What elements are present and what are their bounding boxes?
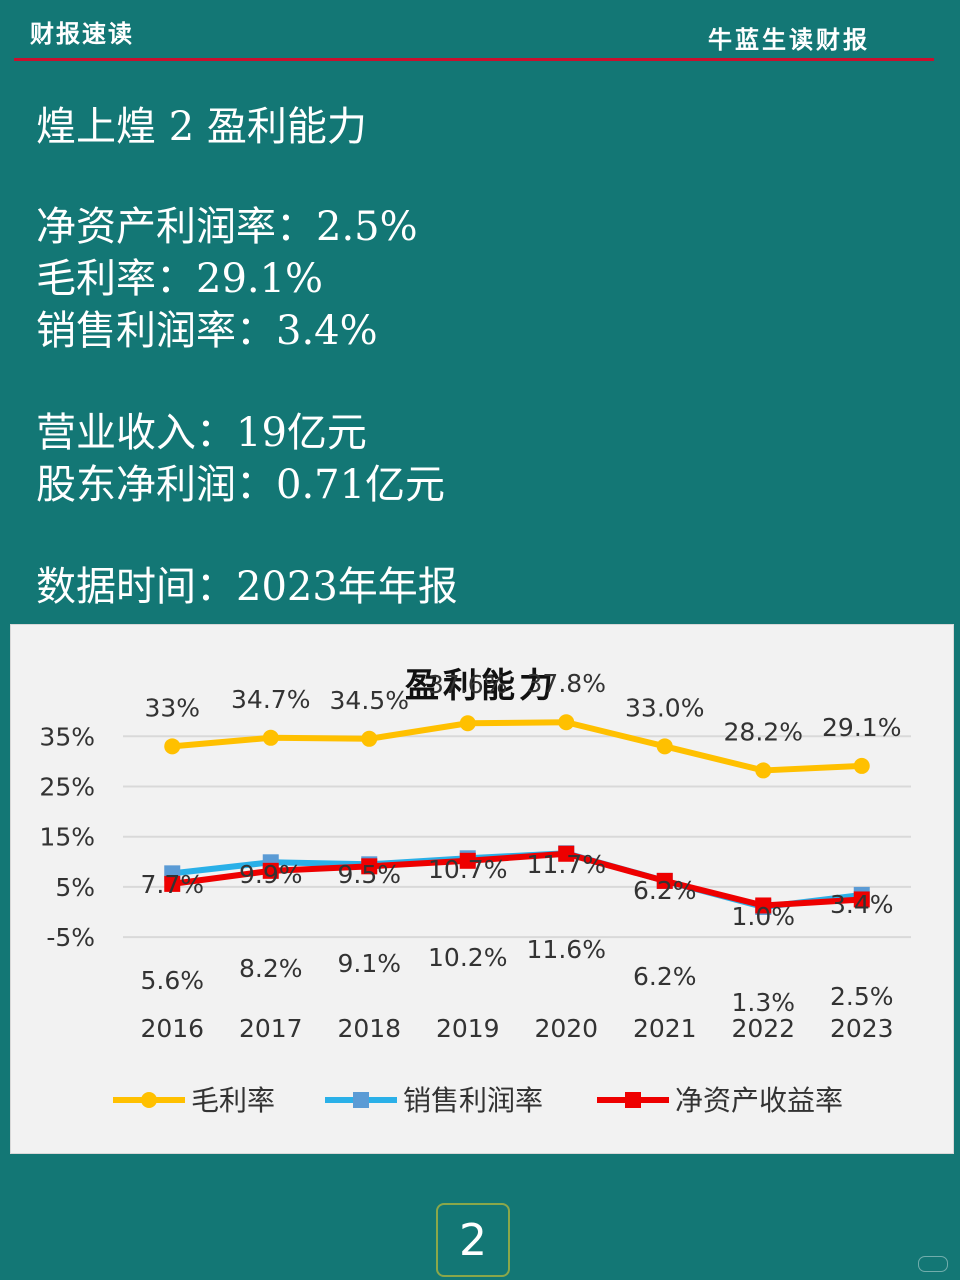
roe-point xyxy=(656,872,673,889)
net-margin-data-label: 11.7% xyxy=(527,850,606,879)
net-profit-summary: 股东净利润：0.71亿元 xyxy=(36,462,446,508)
roe-data-label: 5.6% xyxy=(140,966,204,995)
y-tick-label: 15% xyxy=(39,823,95,852)
roe-point xyxy=(755,897,772,914)
gross-margin-data-label: 37.6% xyxy=(428,670,507,699)
roe-data-label: 6.2% xyxy=(633,962,697,991)
roe-point xyxy=(558,845,575,862)
header-right-brand: 牛蓝生读财报 xyxy=(708,26,870,54)
gross-margin-point xyxy=(459,715,476,732)
gross-margin-data-label: 33% xyxy=(144,693,200,722)
net-margin-data-label: 10.7% xyxy=(428,855,507,884)
x-tick-label: 2017 xyxy=(239,1014,303,1043)
gross-margin-point xyxy=(262,729,279,746)
profitability-chart: 盈利能力 35% 25% 15% 5% -5% 2016 2017 2018 2019 2020… xyxy=(39,666,911,1117)
net-margin-data-label: 3.4% xyxy=(830,890,894,919)
x-tick-label: 2018 xyxy=(337,1014,401,1043)
y-tick-label: 25% xyxy=(39,773,95,802)
gross-margin-point xyxy=(361,730,378,747)
gross-margin-data-label: 33.0% xyxy=(625,693,704,722)
gross-margin-data-label: 37.8% xyxy=(527,669,606,698)
page-title: 煌上煌 2 盈利能力 xyxy=(36,104,367,150)
net-margin-legend-marker xyxy=(353,1092,369,1108)
gross-margin-legend-marker xyxy=(141,1092,157,1108)
roe-point xyxy=(853,891,870,908)
roe-data-label: 9.1% xyxy=(337,949,401,978)
header-left-title: 财报速读 xyxy=(30,20,134,48)
roe-line xyxy=(171,850,862,909)
gross-margin-data-label: 29.1% xyxy=(822,713,901,742)
gross-margin-data-label: 28.2% xyxy=(724,717,803,746)
header-divider xyxy=(14,58,934,61)
roe-data-label: 8.2% xyxy=(239,954,303,983)
roe-point xyxy=(459,852,476,869)
roe-legend-label: 净资产收益率 xyxy=(675,1084,843,1117)
revenue-summary: 营业收入：19亿元 xyxy=(36,410,367,456)
roe-point xyxy=(361,858,378,875)
roe-data-label: 1.3% xyxy=(731,988,795,1017)
roe-data-label: 2.5% xyxy=(830,982,894,1011)
y-tick-label: 35% xyxy=(39,722,95,751)
net-margin-data-label: 9.9% xyxy=(239,860,303,889)
gross-margin-point xyxy=(755,762,772,779)
roe-point xyxy=(262,862,279,879)
watermark-icon xyxy=(918,1256,948,1272)
gross-margin-data-label: 34.7% xyxy=(231,685,310,714)
net-margin-data-label: 7.7% xyxy=(140,870,204,899)
x-tick-label: 2016 xyxy=(140,1014,204,1043)
chart-title: 盈利能力 xyxy=(405,666,557,706)
gross-margin-point xyxy=(656,738,673,755)
x-tick-label: 2021 xyxy=(633,1014,697,1043)
net-margin-summary: 销售利润率：3.4% xyxy=(36,308,378,354)
roe-legend-marker xyxy=(625,1092,641,1108)
page-number-badge: 2 xyxy=(436,1203,510,1277)
net-margin-data-label: 6.2% xyxy=(633,876,697,905)
net-margin-data-label: 9.5% xyxy=(337,860,401,889)
gross-margin-data-label: 34.5% xyxy=(330,686,409,715)
gross-margin-point xyxy=(558,714,575,731)
roe-summary: 净资产利润率：2.5% xyxy=(36,204,418,250)
gross-margin-point xyxy=(164,738,181,755)
net-margin-legend-label: 销售利润率 xyxy=(403,1084,543,1117)
y-tick-label: 5% xyxy=(55,873,95,902)
gross-margin-line xyxy=(171,719,862,774)
x-tick-label: 2020 xyxy=(534,1014,598,1043)
roe-data-label: 11.6% xyxy=(527,935,606,964)
x-tick-label: 2023 xyxy=(830,1014,894,1043)
x-tick-label: 2022 xyxy=(731,1014,795,1043)
gross-margin-summary: 毛利率：29.1% xyxy=(36,256,324,302)
roe-point xyxy=(164,875,181,892)
roe-data-label: 10.2% xyxy=(428,943,507,972)
x-tick-label: 2019 xyxy=(436,1014,500,1043)
gross-margin-legend-label: 毛利率 xyxy=(191,1084,275,1117)
data-date: 数据时间：2023年年报 xyxy=(36,564,458,610)
gross-margin-point xyxy=(853,757,870,774)
chart-panel: 盈利能力 35% 25% 15% 5% -5% 2016 2017 2018 2019 2020… xyxy=(10,624,954,1154)
y-tick-label: -5% xyxy=(46,923,95,952)
net-margin-data-label: 1.0% xyxy=(731,902,795,931)
